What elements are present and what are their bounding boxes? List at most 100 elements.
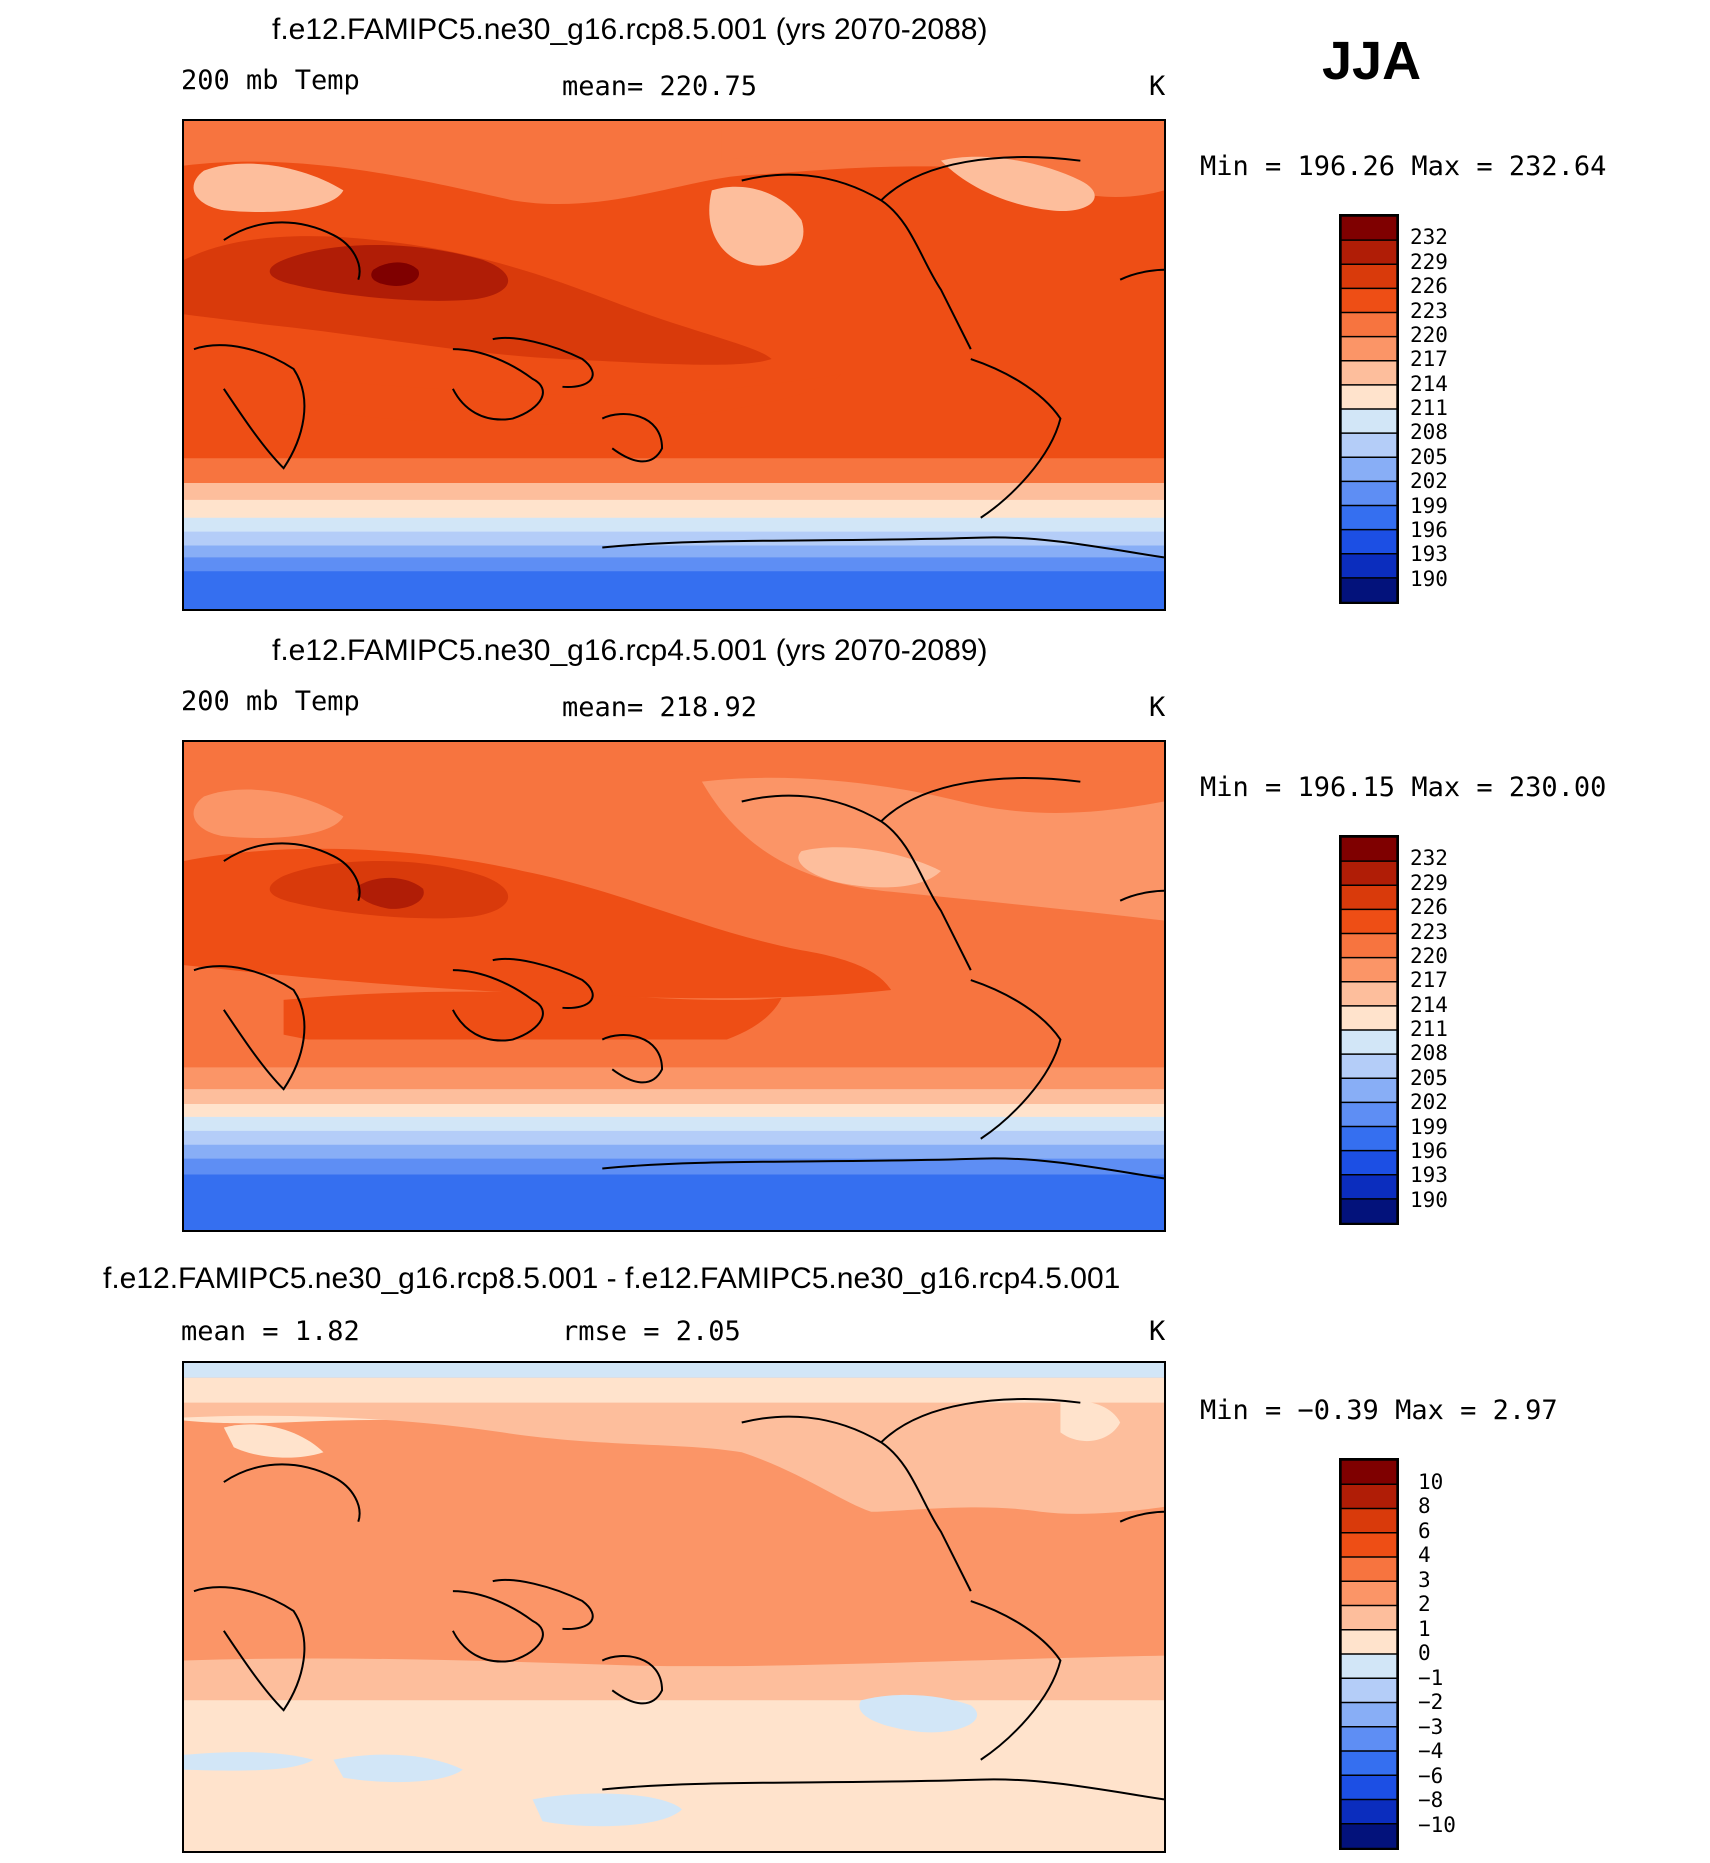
- colorbar-swatch: [1341, 1174, 1397, 1201]
- colorbar-swatch: [1341, 216, 1397, 242]
- colorbar-swatch: [1341, 1604, 1397, 1631]
- panel-2-colorbar-swatches: [1341, 837, 1397, 1223]
- colorbar-swatch: [1341, 384, 1397, 411]
- colorbar-swatch: [1341, 239, 1397, 266]
- colorbar-tick-label: 3: [1418, 1567, 1431, 1592]
- colorbar-swatch: [1341, 932, 1397, 959]
- panel-2-mean-label: mean= 218.92: [562, 692, 758, 723]
- panel-2-variable-label: 200 mb Temp: [181, 686, 360, 717]
- panel-1-mean-label: mean= 220.75: [562, 71, 758, 102]
- colorbar-tick-label: 211: [1410, 396, 1448, 420]
- colorbar-tick-label: 202: [1410, 1090, 1448, 1115]
- colorbar-swatch: [1341, 311, 1397, 338]
- panel-3-title: f.e12.FAMIPC5.ne30_g16.rcp8.5.001 - f.e1…: [103, 1262, 1121, 1295]
- colorbar-tick-label: 190: [1410, 1187, 1448, 1212]
- colorbar-swatch: [1341, 1774, 1397, 1801]
- panel-2-colorbar: [1339, 835, 1399, 1225]
- panel-3-colorbar-swatches: [1341, 1460, 1397, 1848]
- panel-3-minmax-label: Min = −0.39 Max = 2.97: [1200, 1395, 1558, 1426]
- colorbar-swatch: [1341, 504, 1397, 531]
- colorbar-swatch: [1341, 1005, 1397, 1032]
- colorbar-tick-label: −8: [1418, 1788, 1444, 1812]
- colorbar-swatch: [1341, 528, 1397, 555]
- colorbar-tick-label: 208: [1410, 420, 1448, 445]
- colorbar-tick-label: −2: [1418, 1690, 1444, 1714]
- colorbar-tick-label: 202: [1410, 469, 1448, 494]
- colorbar-tick-label: 223: [1410, 298, 1448, 323]
- colorbar-tick-label: 199: [1410, 493, 1448, 518]
- colorbar-tick-label: 211: [1410, 1017, 1448, 1041]
- panel-1-colorbar: [1339, 214, 1399, 604]
- colorbar-swatch: [1341, 860, 1397, 887]
- colorbar-tick-label: 217: [1410, 968, 1448, 993]
- colorbar-swatch: [1341, 1507, 1397, 1534]
- panel-3-colorbar: [1339, 1458, 1399, 1850]
- colorbar-tick-label: 193: [1410, 1163, 1448, 1188]
- panel-3-map: [182, 1361, 1166, 1853]
- colorbar-tick-label: 232: [1410, 225, 1448, 250]
- colorbar-tick-label: 205: [1410, 444, 1448, 469]
- colorbar-swatch: [1341, 408, 1397, 435]
- panel-1-title: f.e12.FAMIPC5.ne30_g16.rcp8.5.001 (yrs 2…: [272, 13, 988, 46]
- colorbar-swatch: [1341, 1053, 1397, 1080]
- colorbar-tick-label: 217: [1410, 347, 1448, 372]
- colorbar-swatch: [1341, 360, 1397, 387]
- colorbar-swatch: [1341, 837, 1397, 863]
- colorbar-tick-label: 196: [1410, 517, 1448, 542]
- colorbar-tick-label: 0: [1418, 1641, 1431, 1665]
- colorbar-swatch: [1341, 1677, 1397, 1704]
- panel-1-units-label: K: [1149, 71, 1166, 102]
- colorbar-tick-label: 214: [1410, 992, 1448, 1017]
- colorbar-tick-label: 205: [1410, 1065, 1448, 1090]
- season-label: JJA: [1322, 31, 1422, 91]
- colorbar-swatch: [1341, 553, 1397, 580]
- colorbar-swatch: [1341, 956, 1397, 983]
- colorbar-swatch: [1341, 1701, 1397, 1728]
- colorbar-swatch: [1341, 1750, 1397, 1777]
- colorbar-tick-label: 10: [1418, 1469, 1444, 1494]
- colorbar-swatch: [1341, 1726, 1397, 1753]
- colorbar-swatch: [1341, 981, 1397, 1008]
- colorbar-tick-label: 223: [1410, 919, 1448, 944]
- colorbar-swatch: [1341, 456, 1397, 483]
- panel-1-minmax-label: Min = 196.26 Max = 232.64: [1200, 151, 1607, 182]
- colorbar-tick-label: 220: [1410, 322, 1448, 347]
- colorbar-swatch: [1341, 1149, 1397, 1176]
- colorbar-swatch: [1341, 1077, 1397, 1104]
- colorbar-swatch: [1341, 1460, 1397, 1486]
- colorbar-swatch: [1341, 1580, 1397, 1607]
- colorbar-swatch: [1341, 1125, 1397, 1152]
- colorbar-swatch: [1341, 1798, 1397, 1825]
- panel-3-mean-label: mean = 1.82: [181, 1316, 360, 1347]
- colorbar-swatch: [1341, 1629, 1397, 1656]
- colorbar-swatch: [1341, 287, 1397, 314]
- panel-2-map: [182, 740, 1166, 1232]
- panel-3-units-label: K: [1149, 1316, 1166, 1347]
- colorbar-tick-label: 4: [1418, 1543, 1431, 1567]
- panel-1-colorbar-swatches: [1341, 216, 1397, 602]
- colorbar-swatch: [1341, 884, 1397, 911]
- panel-2-title: f.e12.FAMIPC5.ne30_g16.rcp4.5.001 (yrs 2…: [272, 634, 988, 667]
- colorbar-tick-label: −1: [1418, 1665, 1444, 1690]
- colorbar-swatch: [1341, 1653, 1397, 1680]
- colorbar-tick-label: −3: [1418, 1714, 1444, 1739]
- panel-3-rmse-label: rmse = 2.05: [562, 1316, 741, 1347]
- colorbar-swatch: [1341, 480, 1397, 507]
- panel-1-map: [182, 119, 1166, 611]
- colorbar-tick-label: 220: [1410, 943, 1448, 968]
- colorbar-swatch: [1341, 263, 1397, 290]
- colorbar-tick-label: 226: [1410, 895, 1448, 920]
- colorbar-tick-label: 208: [1410, 1041, 1448, 1066]
- colorbar-swatch: [1341, 1556, 1397, 1583]
- colorbar-swatch: [1341, 1029, 1397, 1056]
- colorbar-tick-label: −6: [1418, 1763, 1444, 1788]
- colorbar-tick-label: −4: [1418, 1739, 1444, 1763]
- colorbar-swatch: [1341, 908, 1397, 935]
- colorbar-tick-label: 226: [1410, 274, 1448, 299]
- colorbar-tick-label: 193: [1410, 542, 1448, 567]
- colorbar-tick-label: 229: [1410, 249, 1448, 274]
- panel-2-minmax-label: Min = 196.15 Max = 230.00: [1200, 772, 1607, 803]
- colorbar-tick-label: −10: [1418, 1812, 1456, 1837]
- colorbar-tick-label: 199: [1410, 1114, 1448, 1139]
- colorbar-swatch: [1341, 1483, 1397, 1510]
